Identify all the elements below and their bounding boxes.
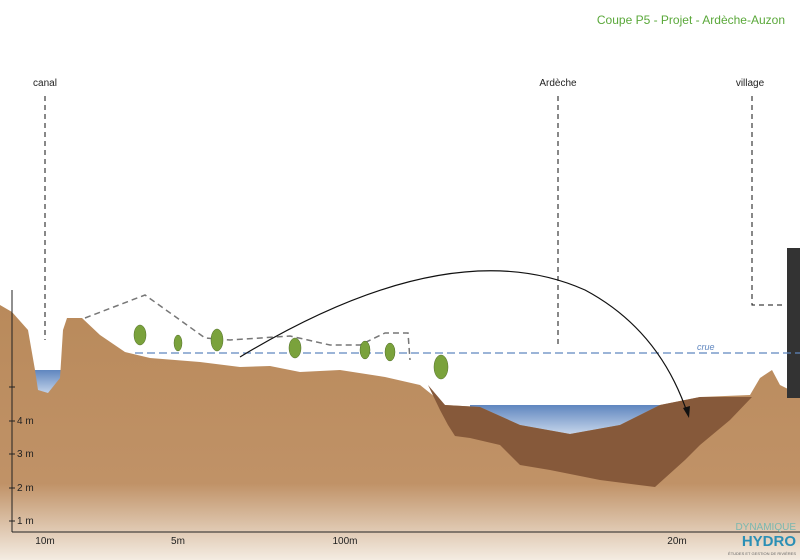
x-tick-label: 20m (667, 536, 686, 547)
river-label: Ardèche (539, 78, 577, 89)
y-tick-label: 1 m (17, 516, 34, 527)
riverbed-excavation (428, 385, 752, 487)
x-ticks: 10m 5m 100m 20m (35, 536, 686, 547)
former-profile (84, 294, 411, 361)
x-tick-label: 10m (35, 536, 54, 547)
logo-tagline: ÉTUDES ET GESTION DE RIVIÈRES (728, 551, 796, 556)
transfer-arrow (239, 270, 689, 416)
title: Coupe P5 - Projet - Ardèche-Auzon (597, 13, 785, 27)
village-pointer (751, 96, 783, 306)
logo-main: HYDRO (742, 533, 797, 550)
x-tick-label: 5m (171, 536, 185, 547)
axes (9, 290, 800, 533)
y-ticks: 4 m 3 m 2 m 1 m (17, 416, 34, 527)
village-wall (787, 248, 800, 398)
village-label: village (736, 78, 765, 89)
y-tick-label: 2 m (17, 483, 34, 494)
x-tick-label: 100m (332, 536, 357, 547)
logo-top: DYNAMIQUE (735, 522, 796, 533)
arrow-head (683, 406, 690, 418)
y-tick-label: 4 m (17, 416, 34, 427)
terrain (0, 305, 800, 560)
canal-label: canal (33, 78, 57, 89)
vegetation (133, 324, 449, 380)
flood-label: crue (697, 342, 715, 352)
y-tick-label: 3 m (17, 449, 34, 460)
